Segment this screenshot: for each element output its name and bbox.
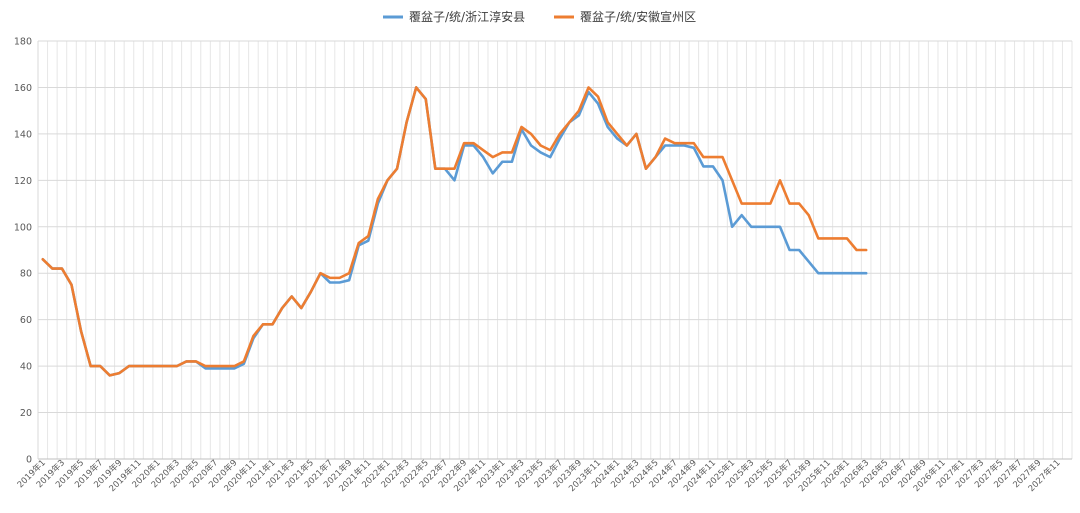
- y-tick-label: 0: [26, 455, 32, 466]
- legend-label-2: 覆盆子/统/安徽宣州区: [580, 9, 696, 24]
- series: [41, 86, 868, 377]
- grid: [37, 40, 1073, 460]
- y-tick-label: 140: [14, 129, 32, 140]
- series-line-1: [41, 86, 868, 377]
- axes: 0204060801001201401601802019年12019年32019…: [14, 37, 1063, 495]
- legend: 覆盆子/统/浙江淳安县 覆盆子/统/安徽宣州区: [383, 9, 696, 24]
- y-tick-label: 60: [20, 315, 32, 326]
- y-tick-label: 80: [20, 269, 32, 280]
- series-line-2: [41, 86, 868, 377]
- y-tick-label: 180: [14, 37, 32, 48]
- y-tick-label: 120: [14, 176, 32, 187]
- y-tick-label: 20: [20, 408, 32, 419]
- y-tick-label: 40: [20, 362, 32, 373]
- legend-label-1: 覆盆子/统/浙江淳安县: [409, 9, 525, 24]
- y-tick-label: 100: [14, 222, 32, 233]
- y-tick-label: 160: [14, 83, 32, 94]
